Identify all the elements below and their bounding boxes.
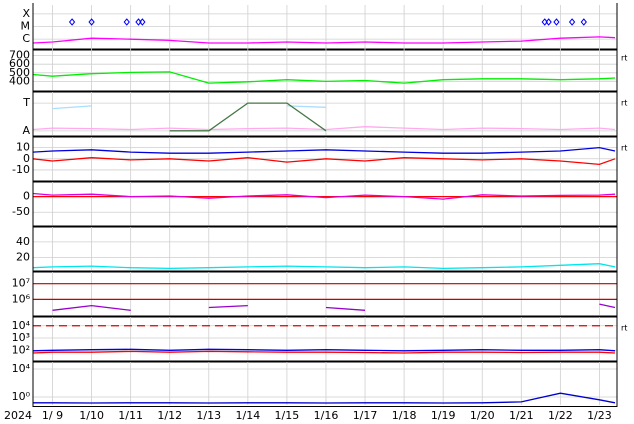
y-tick-label: 0 bbox=[23, 152, 30, 165]
flare-marker bbox=[553, 18, 560, 26]
series-line bbox=[33, 392, 616, 404]
flare-marker bbox=[568, 18, 576, 26]
series-line bbox=[32, 146, 616, 154]
series-line bbox=[32, 192, 616, 200]
series-line bbox=[32, 126, 616, 131]
series-line bbox=[170, 103, 615, 131]
series-line bbox=[32, 350, 616, 354]
y-tick-label: 10⁷ bbox=[12, 277, 30, 290]
x-tick-label: 1/11 bbox=[118, 409, 143, 422]
y-tick-label: A bbox=[22, 124, 30, 137]
flare-marker bbox=[123, 18, 130, 26]
y-tick-label: 10² bbox=[12, 343, 30, 356]
x-tick-label: 1/15 bbox=[275, 409, 300, 422]
y-tick-label: 10³ bbox=[12, 331, 30, 344]
panel-note: rt bbox=[621, 99, 627, 108]
year-label: 2024 bbox=[4, 409, 32, 422]
y-tick-label: 600 bbox=[9, 57, 30, 70]
y-tick-label: 10⁶ bbox=[12, 292, 31, 305]
flare-marker bbox=[580, 18, 587, 26]
y-tick-label: C bbox=[22, 32, 30, 45]
x-tick-label: 1/17 bbox=[353, 409, 378, 422]
flare-marker bbox=[545, 18, 552, 26]
y-tick-label: -10 bbox=[12, 163, 30, 176]
x-tick-label: 1/23 bbox=[587, 409, 612, 422]
flare-marker bbox=[68, 18, 76, 26]
y-tick-label: 10 bbox=[16, 141, 30, 154]
x-tick-label: 1/10 bbox=[79, 409, 104, 422]
series-line bbox=[32, 348, 616, 352]
panel-note: rt bbox=[621, 54, 627, 63]
series-line bbox=[32, 36, 616, 44]
x-tick-label: 1/14 bbox=[235, 409, 260, 422]
x-tick-label: 1/16 bbox=[314, 409, 339, 422]
y-tick-label: T bbox=[22, 96, 30, 109]
y-tick-label: 20 bbox=[16, 250, 30, 263]
y-tick-label: 40 bbox=[16, 235, 30, 248]
flare-marker bbox=[88, 18, 95, 26]
x-tick-label: 1/21 bbox=[509, 409, 534, 422]
x-tick-label: 1/19 bbox=[431, 409, 456, 422]
y-tick-label: -50 bbox=[12, 205, 30, 218]
y-tick-label: M bbox=[21, 20, 31, 33]
flare-marker bbox=[139, 18, 146, 26]
panel-note: rt bbox=[621, 144, 627, 153]
y-tick-label: 0 bbox=[23, 190, 30, 203]
x-tick-label: 1/22 bbox=[548, 409, 573, 422]
y-tick-label: X bbox=[22, 7, 30, 20]
y-tick-label: 500 bbox=[9, 66, 30, 79]
series-line bbox=[32, 263, 616, 270]
x-tick-label: 1/12 bbox=[157, 409, 182, 422]
series-line bbox=[32, 71, 616, 84]
y-tick-label: 10⁰ bbox=[12, 390, 31, 403]
series-line bbox=[32, 157, 616, 166]
series-line bbox=[53, 106, 616, 109]
x-tick-label: 1/ 9 bbox=[42, 409, 63, 422]
x-tick-label: 1/18 bbox=[392, 409, 417, 422]
series-line bbox=[52, 303, 616, 311]
y-tick-label: 10⁴ bbox=[12, 319, 31, 332]
x-tick-label: 1/13 bbox=[196, 409, 221, 422]
panel-note: rt bbox=[621, 324, 627, 333]
x-tick-label: 1/20 bbox=[470, 409, 495, 422]
y-tick-label: 10⁴ bbox=[12, 362, 31, 375]
y-tick-label: 400 bbox=[9, 74, 30, 87]
y-tick-label: 700 bbox=[9, 49, 30, 62]
